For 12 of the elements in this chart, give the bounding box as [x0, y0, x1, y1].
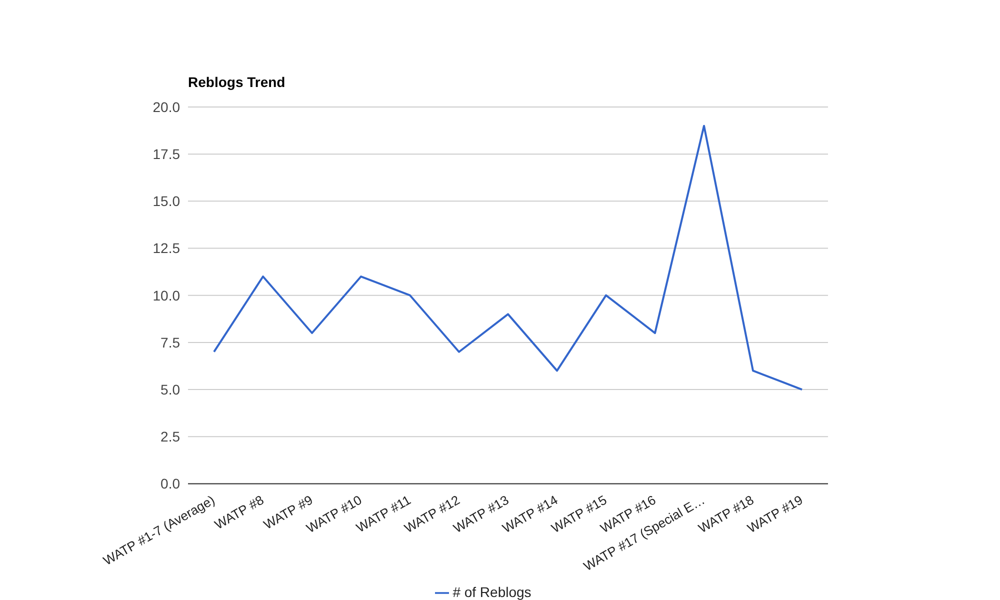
y-tick-label: 5.0 — [160, 381, 180, 398]
y-tick-label: 2.5 — [160, 428, 180, 445]
y-tick-label: 15.0 — [152, 193, 180, 210]
y-tick-label: 0.0 — [160, 476, 180, 492]
legend-label: # of Reblogs — [452, 584, 532, 600]
y-tick-label: 17.5 — [152, 146, 180, 162]
y-tick-label: 7.5 — [160, 334, 180, 350]
y-tick-label: 12.5 — [152, 240, 180, 256]
chart-title: Reblogs Trend — [188, 74, 286, 90]
y-tick-label: 10.0 — [152, 287, 180, 304]
line-series — [213, 124, 803, 391]
y-tick-label: 20.0 — [152, 98, 180, 115]
